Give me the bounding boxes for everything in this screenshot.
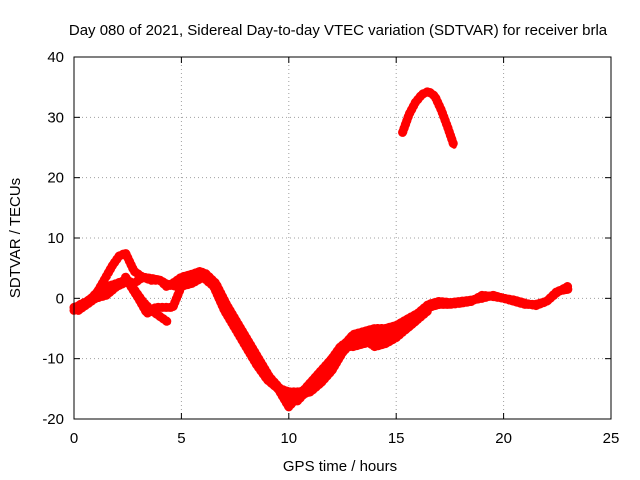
y-tick-label: 20 bbox=[47, 170, 64, 187]
y-tick-label: -20 bbox=[42, 411, 64, 428]
series-markers-track-peak bbox=[398, 86, 459, 151]
x-tick-label: 15 bbox=[388, 430, 405, 447]
x-tick-label: 25 bbox=[603, 430, 620, 447]
series-markers-track-main-e bbox=[273, 314, 423, 412]
y-tick-label: -10 bbox=[42, 351, 64, 368]
series-layer bbox=[69, 86, 573, 412]
x-tick-label: 20 bbox=[495, 430, 512, 447]
grid bbox=[74, 57, 611, 419]
y-tick-label: 10 bbox=[47, 230, 64, 247]
y-tick-label: 30 bbox=[47, 109, 64, 126]
axis-ticks: 0 5 10 15 20 25 -20 -10 0 10 20 30 40 bbox=[42, 49, 619, 447]
y-tick-label: 0 bbox=[56, 290, 64, 307]
x-tick-label: 0 bbox=[70, 430, 78, 447]
x-tick-label: 10 bbox=[280, 430, 297, 447]
chart-title: Day 080 of 2021, Sidereal Day-to-day VTE… bbox=[69, 22, 608, 39]
y-tick-label: 40 bbox=[47, 49, 64, 66]
x-tick-label: 5 bbox=[177, 430, 185, 447]
series-markers-track-main-d bbox=[121, 272, 173, 327]
y-axis-label: SDTVAR / TECUs bbox=[7, 178, 24, 298]
x-axis-label: GPS time / hours bbox=[283, 458, 397, 475]
